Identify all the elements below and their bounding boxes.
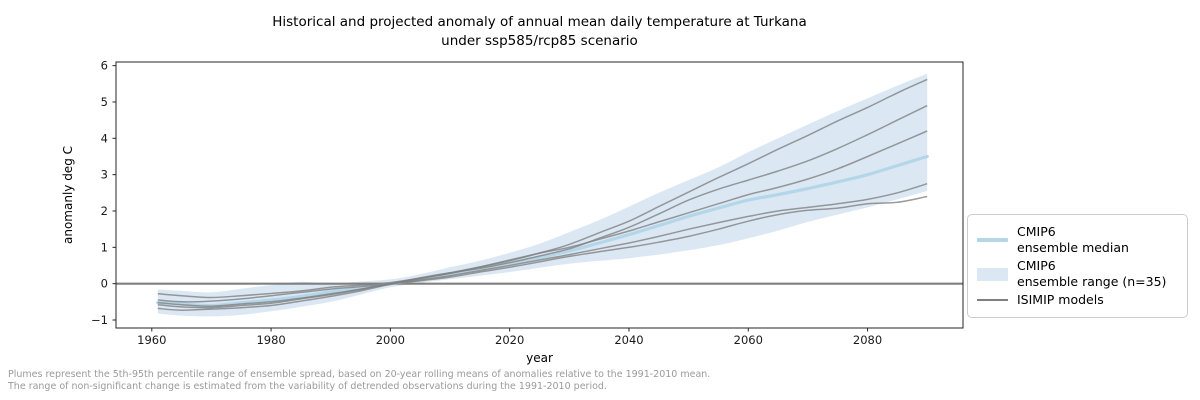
y-tick-label: 1 (101, 240, 108, 254)
chart-title-line1: Historical and projected anomaly of annu… (272, 14, 807, 30)
isimip-model-line-4 (157, 182, 928, 309)
isimip-model-line-5 (157, 195, 928, 311)
x-tick-label: 1980 (256, 333, 285, 347)
model-line-swatch (977, 299, 1008, 301)
legend-label-isimip: ISIMIP models (1017, 292, 1104, 308)
legend-range-line2: ensemble range (n=35) (1017, 274, 1167, 289)
y-tick-label: 3 (101, 168, 108, 182)
y-tick-label: 4 (101, 131, 108, 145)
x-tick-label: 1960 (137, 333, 166, 347)
chart-title: Historical and projected anomaly of annu… (116, 13, 963, 51)
cmip6-ensemble-median-line (156, 154, 929, 308)
legend-item-isimip: ISIMIP models (977, 292, 1178, 308)
legend-item-range: CMIP6 ensemble range (n=35) (977, 258, 1178, 290)
y-tick-label: 5 (101, 95, 108, 109)
legend-item-median: CMIP6 ensemble median (977, 224, 1178, 256)
x-tick-label: 2020 (495, 333, 524, 347)
chart-title-line2: under ssp585/rcp85 scenario (441, 33, 638, 49)
legend-isimip-line1: ISIMIP models (1017, 292, 1104, 307)
x-tick-label: 2060 (734, 333, 763, 347)
footnote: Plumes represent the 5th-95th percentile… (8, 369, 710, 393)
isimip-model-line-3 (157, 130, 928, 299)
legend-median-line1: CMIP6 (1017, 224, 1056, 239)
footnote-line1: Plumes represent the 5th-95th percentile… (8, 369, 711, 380)
legend-median-line2: ensemble median (1017, 240, 1129, 255)
legend-range-line1: CMIP6 (1017, 258, 1056, 273)
y-tick-label: 6 (101, 59, 108, 73)
cmip6-ensemble-range-band (157, 73, 928, 317)
x-tick-label: 2000 (376, 333, 405, 347)
y-tick-label: −1 (91, 313, 108, 327)
x-tick-label: 2080 (853, 333, 882, 347)
legend-box: CMIP6 ensemble median CMIP6 ensemble ran… (967, 214, 1188, 318)
x-tick-label: 2040 (614, 333, 643, 347)
y-axis-label: anomanly deg C (61, 145, 75, 245)
footnote-line2: The range of non-significant change is e… (8, 381, 607, 392)
legend-label-median: CMIP6 ensemble median (1017, 224, 1129, 256)
range-patch-swatch (977, 267, 1008, 281)
median-line-swatch (977, 238, 1008, 242)
legend-label-range: CMIP6 ensemble range (n=35) (1017, 258, 1166, 290)
y-tick-label: 0 (101, 277, 108, 291)
x-axis-label: year (526, 351, 553, 365)
isimip-model-line-2 (157, 104, 928, 307)
y-tick-label: 2 (101, 204, 108, 218)
axes-spines (115, 61, 964, 329)
